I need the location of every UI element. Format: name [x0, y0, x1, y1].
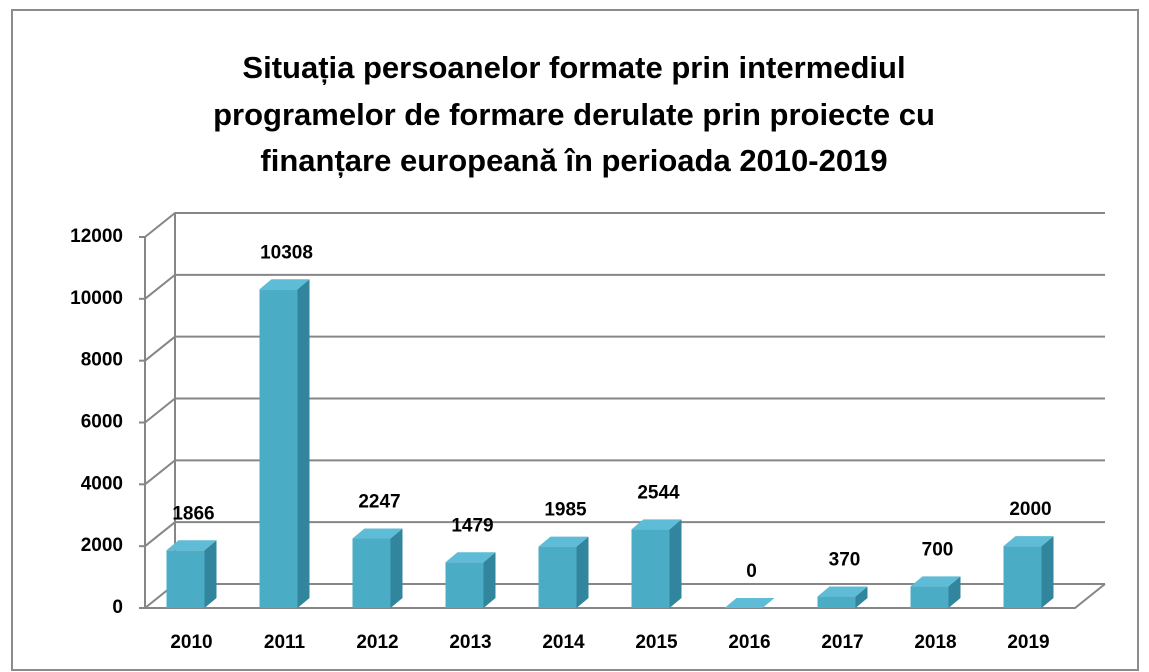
value-label: 0 — [746, 561, 757, 582]
x-tick-label: 2013 — [449, 632, 491, 653]
chart-title: finanțare europeană în perioada 2010-201… — [260, 143, 887, 178]
x-tick-label: 2010 — [170, 632, 212, 653]
bar-top — [166, 540, 217, 551]
x-tick-label: 2019 — [1007, 632, 1049, 653]
bar — [352, 538, 391, 608]
grid-line — [144, 335, 1105, 362]
value-label: 700 — [922, 539, 954, 560]
value-label: 2544 — [637, 482, 680, 503]
grid-line — [144, 273, 1105, 300]
y-tick-label: 4000 — [81, 473, 123, 494]
bar-top — [631, 519, 682, 530]
bar-side — [483, 552, 496, 608]
x-tick-label: 2014 — [542, 632, 585, 653]
value-label: 2247 — [358, 492, 400, 513]
value-label: 1866 — [172, 503, 214, 524]
value-label: 1479 — [451, 515, 493, 536]
x-tick-label: 2018 — [914, 632, 956, 653]
bar — [817, 596, 856, 608]
value-label: 1985 — [544, 500, 587, 521]
grid-line — [144, 459, 1105, 486]
bar-side — [576, 536, 589, 608]
bar — [631, 529, 670, 608]
x-tick-label: 2016 — [728, 632, 770, 653]
grid-line — [144, 212, 1105, 238]
grid-line — [144, 521, 1105, 547]
bar-top — [724, 598, 775, 608]
x-tick-label: 2015 — [635, 632, 678, 653]
bar — [1003, 546, 1042, 608]
bar — [445, 562, 484, 608]
y-tick-label: 12000 — [70, 226, 123, 247]
bar-top — [538, 536, 589, 547]
bar-side — [948, 576, 961, 608]
x-tick-label: 2017 — [821, 632, 863, 653]
chart-title: Situația persoanelor formate prin interm… — [242, 50, 905, 85]
bar — [259, 289, 298, 608]
grid-line — [144, 397, 1105, 424]
bar-top — [259, 279, 310, 290]
bar — [166, 550, 205, 608]
y-tick-label: 0 — [112, 597, 123, 618]
y-tick-label: 8000 — [81, 350, 123, 371]
y-tick-label: 2000 — [81, 535, 123, 556]
y-tick-label: 10000 — [70, 288, 123, 309]
bar — [910, 586, 949, 608]
bar-top — [352, 528, 403, 539]
bar-side — [390, 528, 403, 608]
chart-title: programelor de formare derulate prin pro… — [213, 97, 935, 132]
value-label: 370 — [829, 550, 861, 571]
bar — [538, 546, 577, 608]
bar-top — [445, 552, 496, 563]
bar-side — [1041, 536, 1054, 608]
bar-top — [817, 586, 868, 597]
value-label: 2000 — [1009, 499, 1051, 520]
bar-side — [204, 540, 217, 608]
y-tick-label: 6000 — [81, 412, 123, 433]
bar-side — [669, 519, 682, 608]
value-label: 10308 — [260, 242, 313, 263]
bar-top — [1003, 536, 1054, 547]
x-tick-label: 2011 — [264, 632, 306, 653]
x-tick-label: 2012 — [356, 632, 398, 653]
bar-side — [297, 279, 310, 608]
bar-top — [910, 576, 961, 587]
bar-side — [855, 586, 868, 608]
